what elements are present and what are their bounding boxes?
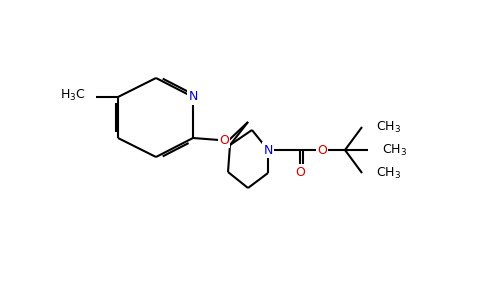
Text: N: N: [188, 91, 197, 103]
Text: CH$_3$: CH$_3$: [376, 165, 401, 181]
Text: O: O: [317, 143, 327, 157]
Text: H$_3$C: H$_3$C: [60, 87, 86, 103]
Text: CH$_3$: CH$_3$: [376, 119, 401, 134]
Text: O: O: [219, 134, 229, 146]
Text: N: N: [263, 143, 272, 157]
Text: CH$_3$: CH$_3$: [382, 142, 407, 158]
Text: O: O: [295, 166, 305, 178]
